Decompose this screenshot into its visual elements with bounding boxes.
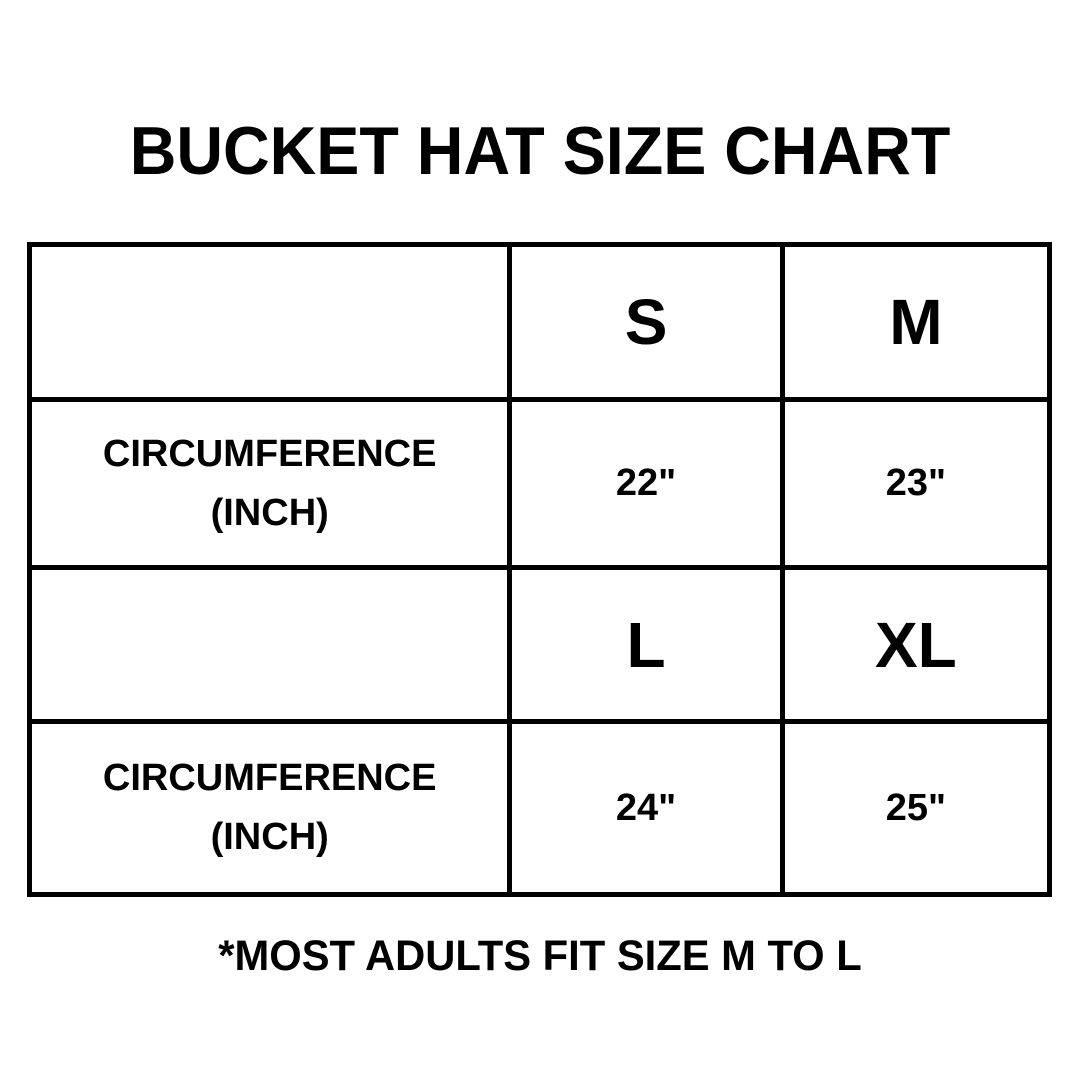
measurement-label-line1: CIRCUMFERENCE bbox=[102, 432, 437, 475]
circumference-value-xl: 25" bbox=[779, 719, 1053, 897]
size-header-xl: XL bbox=[779, 564, 1053, 725]
size-header-l: L bbox=[507, 564, 785, 725]
measurement-label-line1: CIRCUMFERENCE bbox=[102, 757, 437, 800]
size-header-m: M bbox=[779, 241, 1053, 403]
measurement-label-line2: (INCH) bbox=[210, 816, 329, 859]
table-row-size-headers-lxl: L XL bbox=[26, 564, 1053, 725]
circumference-value-s: 22" bbox=[507, 397, 785, 570]
circumference-value-l: 24" bbox=[507, 719, 785, 897]
size-chart-table: S M CIRCUMFERENCE (INCH) 22" 23" L XL CI… bbox=[26, 241, 1053, 897]
measurement-label-cell: CIRCUMFERENCE (INCH) bbox=[26, 719, 513, 897]
table-row-size-headers-sm: S M bbox=[26, 241, 1053, 403]
page-title: BUCKET HAT SIZE CHART bbox=[129, 113, 951, 189]
footnote: *MOST ADULTS FIT SIZE M TO L bbox=[218, 932, 862, 980]
table-row-circumference-sm: CIRCUMFERENCE (INCH) 22" 23" bbox=[26, 397, 1053, 570]
measurement-label-line2: (INCH) bbox=[210, 491, 329, 534]
measurement-label-cell: CIRCUMFERENCE (INCH) bbox=[26, 397, 513, 570]
empty-label-cell bbox=[26, 564, 513, 725]
size-header-s: S bbox=[507, 241, 785, 403]
empty-label-cell bbox=[26, 241, 513, 403]
table-row-circumference-lxl: CIRCUMFERENCE (INCH) 24" 25" bbox=[26, 719, 1053, 897]
circumference-value-m: 23" bbox=[779, 397, 1053, 570]
